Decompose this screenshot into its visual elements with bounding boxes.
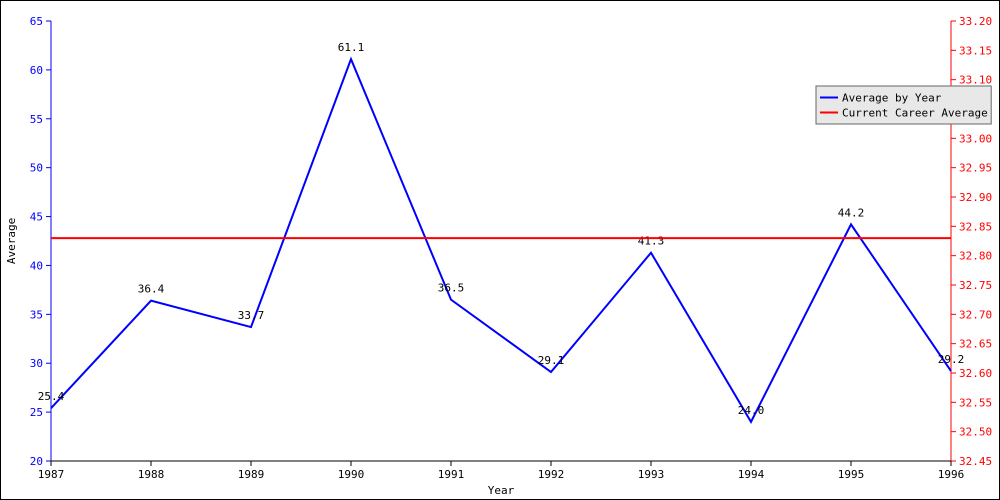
y-right-tick-label: 32.85 bbox=[959, 220, 992, 233]
y-right-tick-label: 33.00 bbox=[959, 132, 992, 145]
y-left-tick-label: 25 bbox=[30, 406, 43, 419]
y-right-tick-label: 32.70 bbox=[959, 308, 992, 321]
data-label: 44.2 bbox=[838, 206, 865, 219]
y-right-tick-label: 33.20 bbox=[959, 15, 992, 28]
y-left-tick-label: 60 bbox=[30, 64, 43, 77]
y-left-tick-label: 20 bbox=[30, 455, 43, 468]
y-left-tick-label: 35 bbox=[30, 308, 43, 321]
y-right-tick-label: 32.45 bbox=[959, 455, 992, 468]
data-label: 29.2 bbox=[938, 353, 965, 366]
y-right-tick-label: 32.75 bbox=[959, 279, 992, 292]
data-label: 29.1 bbox=[538, 354, 565, 367]
y-left-tick-label: 40 bbox=[30, 259, 43, 272]
data-label: 41.3 bbox=[638, 235, 665, 248]
data-label: 36.5 bbox=[438, 282, 465, 295]
x-tick-label: 1987 bbox=[38, 468, 65, 481]
y-axis-left-label: Average bbox=[5, 218, 18, 264]
data-label: 24.0 bbox=[738, 404, 765, 417]
x-tick-label: 1994 bbox=[738, 468, 765, 481]
legend-label: Current Career Average bbox=[842, 107, 988, 120]
y-right-tick-label: 33.10 bbox=[959, 74, 992, 87]
y-right-tick-label: 32.80 bbox=[959, 250, 992, 263]
y-left-tick-label: 50 bbox=[30, 162, 43, 175]
legend-label: Average by Year bbox=[842, 92, 942, 105]
y-left-tick-label: 65 bbox=[30, 15, 43, 28]
data-label: 36.4 bbox=[138, 283, 165, 296]
y-right-tick-label: 32.95 bbox=[959, 162, 992, 175]
x-tick-label: 1996 bbox=[938, 468, 965, 481]
x-tick-label: 1991 bbox=[438, 468, 465, 481]
y-right-tick-label: 32.60 bbox=[959, 367, 992, 380]
x-tick-label: 1993 bbox=[638, 468, 665, 481]
x-tick-label: 1988 bbox=[138, 468, 165, 481]
y-right-tick-label: 32.55 bbox=[959, 396, 992, 409]
y-right-tick-label: 32.90 bbox=[959, 191, 992, 204]
chart-container: 20 25 30 35 40 45 50 55 60 65 Average 32.45 32.50 32.… bbox=[0, 0, 1000, 500]
data-label: 25.4 bbox=[38, 390, 65, 403]
x-tick-label: 1989 bbox=[238, 468, 265, 481]
y-left-tick-label: 45 bbox=[30, 211, 43, 224]
data-label: 61.1 bbox=[338, 41, 365, 54]
chart-svg: 20 25 30 35 40 45 50 55 60 65 Average 32.45 32.50 32.… bbox=[1, 1, 999, 499]
y-left-tick-label: 55 bbox=[30, 113, 43, 126]
x-tick-label: 1992 bbox=[538, 468, 565, 481]
y-right-tick-label: 32.50 bbox=[959, 426, 992, 439]
y-right-tick-label: 33.15 bbox=[959, 44, 992, 57]
y-right-tick-label: 32.65 bbox=[959, 338, 992, 351]
x-tick-label: 1995 bbox=[838, 468, 865, 481]
y-left-tick-label: 30 bbox=[30, 357, 43, 370]
data-label: 33.7 bbox=[238, 309, 265, 322]
x-axis-label: Year bbox=[488, 484, 515, 497]
x-tick-label: 1990 bbox=[338, 468, 365, 481]
